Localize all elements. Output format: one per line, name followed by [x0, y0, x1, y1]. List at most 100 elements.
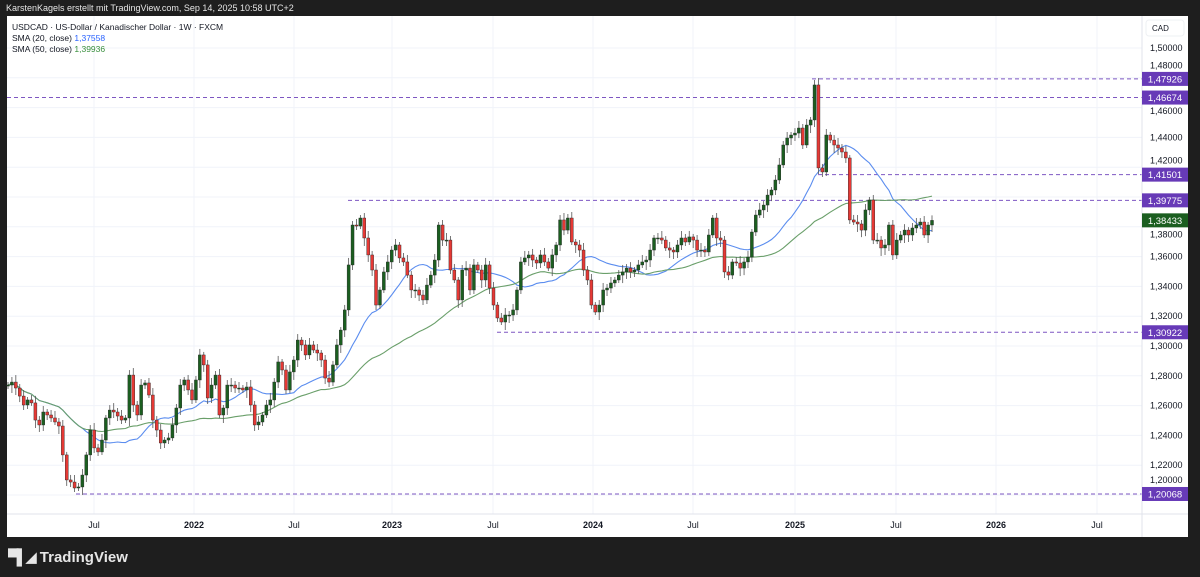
candle-body: [307, 344, 312, 356]
candle-body: [538, 254, 543, 264]
candle-body: [922, 221, 926, 236]
time-axis[interactable]: Jul 2022 Jul 2023 Jul 2024 Jul 2025 Jul 2026 Jul: [88, 520, 1103, 530]
candle: [875, 233, 879, 245]
candle: [186, 374, 190, 395]
candle: [288, 364, 292, 393]
candle: [276, 355, 280, 389]
candle-body: [25, 399, 30, 406]
candle: [472, 258, 476, 294]
sma50-legend[interactable]: SMA (50, close) 1,39936: [12, 44, 223, 55]
candle: [483, 257, 488, 287]
candle-body: [781, 144, 785, 166]
sma20-legend[interactable]: SMA (20, close) 1,37558: [12, 33, 223, 44]
candle: [331, 360, 335, 387]
candle-body: [139, 384, 143, 416]
candle: [605, 284, 609, 296]
candle-body: [252, 404, 257, 426]
candle-body: [370, 254, 374, 271]
candle-body: [695, 239, 699, 251]
candle: [202, 351, 206, 372]
candle-body: [926, 224, 930, 236]
candle-body: [711, 217, 715, 236]
candle: [711, 215, 715, 238]
candle: [72, 475, 77, 492]
price-axis[interactable]: CAD 1,50000 1,48000 1,46000 1,44000 1,42000 1…: [1145, 19, 1185, 485]
candle-body: [362, 217, 366, 239]
candle: [162, 437, 167, 448]
horizontal-levels: [7, 78, 1142, 495]
tradingview-brand[interactable]: ▀▌◢ TradingView: [8, 548, 128, 567]
candle: [577, 239, 582, 258]
candle-body: [96, 447, 100, 453]
candle: [452, 264, 457, 283]
candle: [620, 264, 625, 284]
candle-body: [296, 339, 300, 361]
candle-body: [440, 224, 445, 241]
candle: [272, 378, 276, 407]
candle-body: [194, 379, 198, 401]
candle-body: [816, 84, 821, 169]
candle: [570, 212, 574, 245]
candle-body: [887, 224, 891, 246]
candle-body: [632, 269, 637, 273]
level-price-text: 1,30922: [1148, 328, 1182, 339]
candle: [299, 337, 304, 351]
candle: [401, 252, 406, 266]
candle-body: [534, 259, 539, 264]
candle: [691, 233, 695, 249]
candle-body: [448, 239, 453, 271]
candle-body: [820, 167, 825, 173]
candle-body: [292, 359, 296, 373]
candle-body: [452, 269, 457, 281]
candle-body: [147, 382, 151, 396]
candle-body: [346, 264, 351, 311]
candle-body: [65, 454, 69, 481]
candle: [722, 236, 727, 278]
candle: [112, 403, 116, 419]
symbol-title[interactable]: USDCAD · US-Dollar / Kanadischer Dollar …: [12, 22, 224, 32]
candle: [14, 375, 18, 396]
candle-body: [68, 479, 73, 483]
candle-body: [483, 264, 488, 281]
candle-body: [832, 139, 836, 146]
candle: [824, 129, 828, 176]
candle-body: [127, 374, 132, 419]
candle-body: [754, 214, 758, 233]
candle: [491, 282, 496, 311]
candle-body: [503, 314, 507, 323]
candle: [640, 254, 644, 268]
level-price-text: 1,47926: [1148, 74, 1182, 85]
candle-body: [229, 384, 233, 387]
candle-body: [871, 199, 875, 241]
candle: [382, 266, 386, 293]
candle-body: [272, 381, 276, 401]
candle-body: [433, 259, 437, 276]
candle: [816, 77, 821, 174]
candle: [699, 243, 703, 258]
candle-body: [319, 352, 323, 361]
candle: [49, 409, 53, 422]
time-tick-label: 2023: [382, 520, 402, 530]
candle: [45, 409, 49, 420]
candle-body: [33, 402, 38, 421]
candle-body: [789, 134, 793, 139]
candle-body: [812, 84, 817, 121]
candle-body: [683, 237, 688, 243]
price-tick-label: 1,32000: [1150, 311, 1183, 321]
candle-body: [773, 179, 778, 191]
candle-body: [174, 407, 179, 426]
candle-body: [530, 254, 535, 261]
candle: [746, 251, 750, 268]
level-price-label: [1142, 486, 1188, 501]
level-price-label: [1142, 325, 1188, 340]
candle: [507, 311, 511, 324]
candle: [190, 382, 194, 404]
candle: [421, 290, 425, 305]
candle: [530, 248, 535, 268]
candle: [464, 261, 468, 277]
currency-label: CAD: [1152, 24, 1169, 33]
candle-body: [143, 382, 147, 386]
candle: [460, 265, 464, 307]
time-tick-label: Jul: [1091, 520, 1103, 530]
